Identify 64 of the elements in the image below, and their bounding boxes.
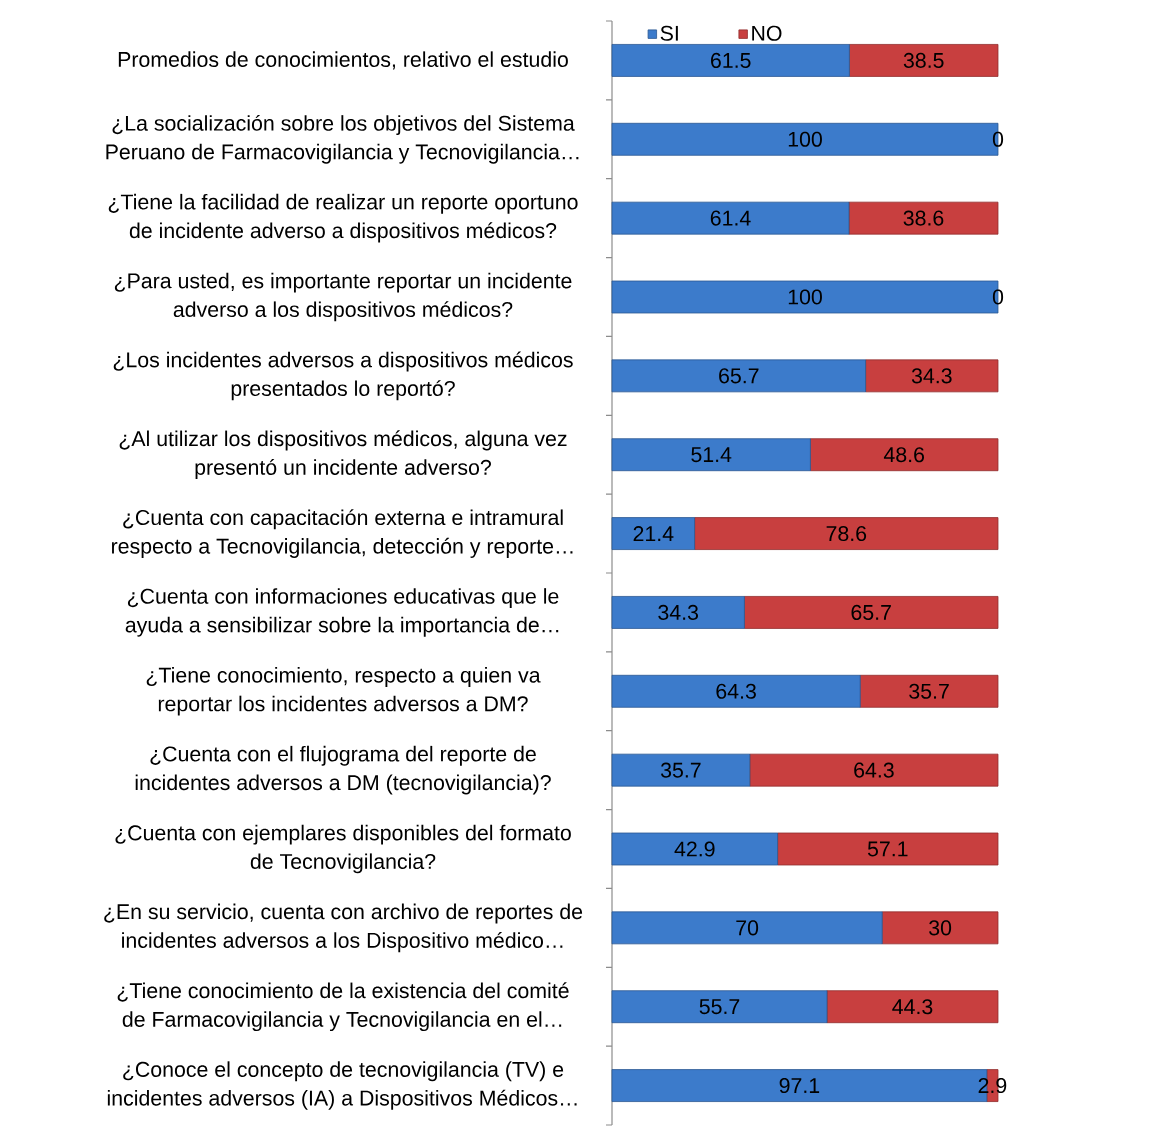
y-tick-label: ¿Cuenta con capacitación externa e intramural respecto a Tecnovigilancia, detección y reporte… [112,509,573,558]
bar [859,674,999,708]
bar [749,753,999,787]
data-label: 38.5 [903,52,944,68]
bar [848,44,999,77]
data-label: 78.6 [826,526,867,542]
y-tick-label: ¿En su servicio, cuenta con archivo de reportes de incidentes adversos a los Dispositivo médico… [104,903,583,953]
y-tick-label: ¿Cuenta con el flujograma del reporte de incidentes adversos a DM (tecnovigilancia)? [135,745,551,795]
y-tick-label: ¿Conoce el concepto de tecnovigilancia (TV) e incidentes adversos (IA) a Dispositivos Médicos… [107,1061,577,1110]
data-label: 57.1 [867,841,908,857]
data-label: 55.7 [699,999,740,1015]
y-tick-label: ¿Los incidentes adversos a dispositivos médicos presentados lo reportó? [113,351,573,401]
data-label: 44.3 [892,999,933,1015]
data-label: 65.7 [719,368,759,384]
data-label: 42.9 [674,841,715,857]
bar [611,674,861,708]
bar [694,517,999,550]
bar [777,832,999,866]
data-label: 30 [929,920,952,936]
data-label: 51.4 [691,447,732,463]
y-tick-label: ¿Tiene conocimiento de la existencia del comité de Farmacovigilancia y Tecnovigilancia en el… [117,982,569,1032]
bar [611,753,751,787]
bar [611,596,745,629]
data-label: 100 [788,289,822,305]
y-tick-label: ¿La socialización sobre los objetivos del Sistema Peruano de Farmacovigilancia y Tecnovigilancia… [106,114,579,164]
data-label: 21.4 [633,526,674,542]
legend-label: SI [660,25,678,41]
bar [826,990,999,1024]
data-label: 35.7 [909,683,949,699]
y-tick-label: Promedios de conocimientos, relativo el estudio [118,51,568,70]
bar [611,911,883,945]
data-label: 61.5 [711,52,751,68]
y-tick-label: ¿Cuenta con ejemplares disponibles del formato de Tecnovigilancia? [115,824,571,874]
bar [848,201,999,235]
y-tick-label: ¿Tiene conocimiento, respecto a quien va reportar los incidentes adversos a DM? [146,667,541,716]
bar [611,44,850,77]
data-label: 48.6 [883,447,925,463]
bar [881,911,999,945]
data-label: 38.6 [903,210,944,226]
bar [865,359,999,393]
data-label: 100 [788,131,822,147]
data-label: 34.3 [911,368,952,384]
bar [611,438,811,472]
legend-label: NO [752,25,782,41]
data-label: 97.1 [779,1078,820,1094]
bar [611,201,850,235]
y-tick-label: ¿Tiene la facilidad de realizar un reporte oportuno de incidente adverso a dispositivos médicos? [108,193,578,243]
bar [611,359,866,393]
data-label: 35.7 [660,762,701,778]
data-label: 2.9 [978,1078,1007,1094]
data-label: 64.3 [716,683,756,699]
data-label: 64.3 [854,762,894,778]
bar [611,832,778,866]
y-tick-label: ¿Al utilizar los dispositivos médicos, alguna vez presentó un incidente adverso? [119,430,567,480]
data-label: 65.7 [851,604,891,620]
data-label: 34.3 [658,604,699,620]
data-label: 61.4 [710,210,751,226]
y-tick-label: ¿Cuenta con informaciones educativas que le ayuda a sensibilizar sobre la importancia de… [125,588,559,637]
bar [744,596,999,629]
data-label: 70 [736,920,759,936]
bar [810,438,999,472]
bar [611,990,828,1024]
y-tick-label: ¿Para usted, es importante reportar un incidente adverso a los dispositivos médicos? [114,272,572,322]
bar [611,517,695,550]
